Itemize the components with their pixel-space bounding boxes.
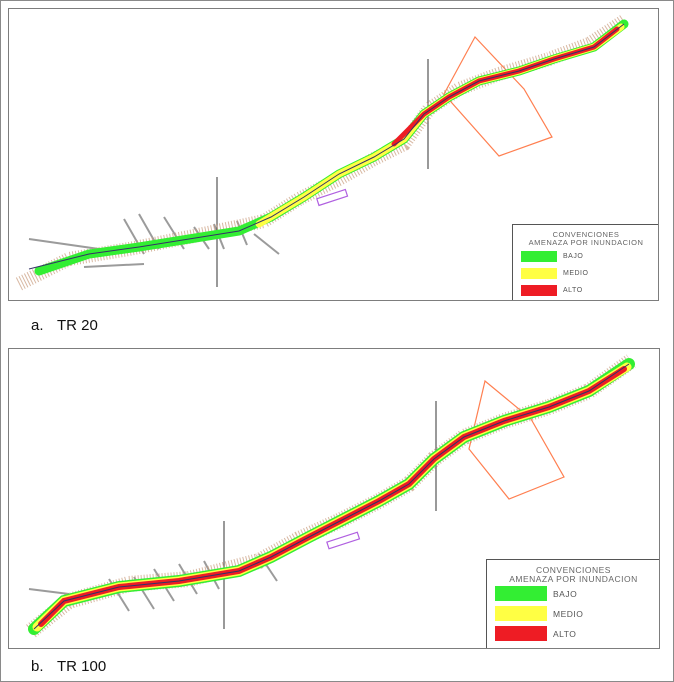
- caption-a-letter: a.: [31, 317, 44, 334]
- legend-item-alto: ALTO: [495, 626, 576, 641]
- legend-item-medio: MEDIO: [521, 268, 588, 279]
- swatch-alto: [495, 626, 547, 641]
- site-marker: [326, 531, 361, 550]
- legend-item-medio: MEDIO: [495, 606, 583, 621]
- legend-item-bajo: BAJO: [495, 586, 577, 601]
- swatch-medio: [495, 606, 547, 621]
- zone-outline: [443, 35, 553, 157]
- swatch-alto: [521, 285, 557, 296]
- legend-label-bajo: BAJO: [553, 588, 578, 599]
- legend-label-medio: MEDIO: [563, 270, 589, 277]
- caption-a: a. TR 20: [31, 317, 98, 334]
- legend-item-alto: ALTO: [521, 285, 583, 296]
- zone-outline: [468, 379, 565, 500]
- swatch-bajo: [495, 586, 547, 601]
- legend-label-alto: ALTO: [553, 628, 577, 639]
- river-centerline: [28, 23, 625, 270]
- legend-tr100: CONVENCIONES AMENAZA POR INUNDACION BAJO…: [486, 559, 659, 648]
- legend-label-bajo: BAJO: [563, 253, 584, 260]
- legend-label-alto: ALTO: [563, 287, 583, 294]
- caption-b: b. TR 100: [31, 658, 106, 675]
- swatch-bajo: [521, 251, 557, 262]
- caption-a-text: TR 20: [57, 317, 98, 334]
- legend-title-1: CONVENCIONES: [552, 230, 620, 239]
- flood-map-tr20: [15, 15, 629, 291]
- flood-map-tr100: [26, 354, 636, 638]
- map-panel-tr100: CONVENCIONES AMENAZA POR INUNDACION BAJO…: [8, 348, 660, 649]
- map-panel-tr20: CONVENCIONES AMENAZA POR INUNDACION BAJO…: [8, 8, 659, 301]
- legend-item-bajo: BAJO: [521, 251, 583, 262]
- legend-title-1: CONVENCIONES: [536, 565, 611, 575]
- river-centerline: [33, 363, 630, 630]
- caption-b-letter: b.: [31, 658, 44, 675]
- swatch-medio: [521, 268, 557, 279]
- caption-b-text: TR 100: [57, 658, 107, 675]
- site-marker: [316, 188, 349, 207]
- legend-tr20: CONVENCIONES AMENAZA POR INUNDACION BAJO…: [512, 224, 658, 300]
- legend-title-2: AMENAZA POR INUNDACION: [509, 574, 638, 584]
- legend-label-medio: MEDIO: [553, 608, 584, 619]
- legend-title-2: AMENAZA POR INUNDACION: [528, 238, 644, 247]
